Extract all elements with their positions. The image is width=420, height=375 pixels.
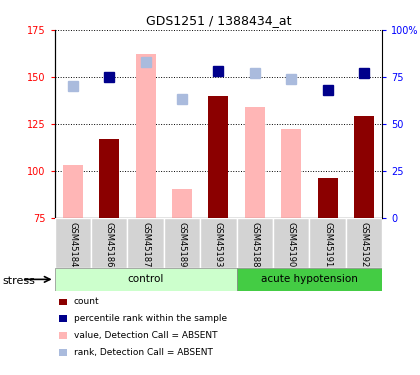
Text: acute hypotension: acute hypotension [261, 274, 358, 284]
Bar [55, 268, 236, 291]
Text: GSM45191: GSM45191 [323, 222, 332, 267]
Bar [63, 165, 83, 218]
Bar [281, 129, 301, 218]
Bar [318, 178, 338, 218]
Bar [354, 116, 374, 218]
Text: rank, Detection Call = ABSENT: rank, Detection Call = ABSENT [74, 348, 213, 357]
Text: control: control [127, 274, 164, 284]
Text: GSM45192: GSM45192 [360, 222, 368, 267]
Bar [91, 217, 127, 268]
Text: GSM45189: GSM45189 [178, 222, 186, 267]
Bar [273, 217, 310, 268]
Text: GSM45193: GSM45193 [214, 222, 223, 267]
Bar [127, 217, 164, 268]
Text: GSM45184: GSM45184 [68, 222, 77, 267]
Bar [208, 96, 228, 218]
Bar [346, 217, 382, 268]
Bar [99, 139, 119, 218]
Bar [236, 268, 382, 291]
Text: stress: stress [2, 276, 35, 285]
Bar [200, 217, 236, 268]
Bar [310, 217, 346, 268]
Text: GSM45187: GSM45187 [141, 222, 150, 267]
Bar [245, 107, 265, 218]
Bar [164, 217, 200, 268]
Text: percentile rank within the sample: percentile rank within the sample [74, 314, 227, 323]
Text: count: count [74, 297, 99, 306]
Text: GSM45188: GSM45188 [250, 222, 259, 267]
Text: GSM45186: GSM45186 [105, 222, 114, 267]
Text: value, Detection Call = ABSENT: value, Detection Call = ABSENT [74, 331, 217, 340]
Bar [55, 217, 91, 268]
Bar [236, 217, 273, 268]
Bar [172, 189, 192, 217]
Title: GDS1251 / 1388434_at: GDS1251 / 1388434_at [146, 15, 291, 27]
Text: GSM45190: GSM45190 [287, 222, 296, 267]
Bar [136, 54, 155, 217]
